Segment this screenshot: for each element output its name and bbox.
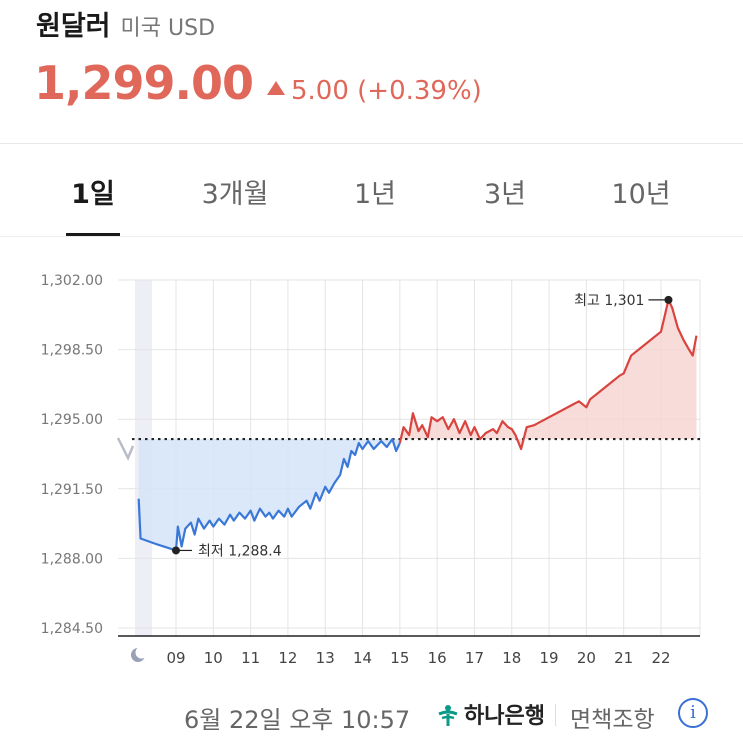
x-tick-label: 10 — [204, 649, 223, 667]
y-tick-label: 1,298.50 — [41, 343, 103, 359]
x-tick-label: 19 — [540, 649, 559, 667]
x-tick-label: 09 — [166, 649, 185, 667]
price-row: 1,299.00 5.00 (+0.39%) — [34, 56, 482, 110]
disclaimer-link[interactable]: 면책조항 — [570, 707, 655, 733]
moon-icon — [131, 646, 148, 662]
bank-name: 하나은행 — [464, 704, 545, 729]
divider — [0, 143, 743, 144]
price-change: 5.00 (+0.39%) — [267, 76, 482, 106]
x-tick-label: 14 — [353, 649, 372, 667]
annotations: 최저 1,288.4 최고 1,301 — [172, 293, 673, 559]
up-series-line — [398, 298, 698, 451]
info-icon[interactable]: i — [678, 698, 708, 728]
y-tick-label: 1,284.50 — [41, 621, 103, 637]
x-tick-label: 21 — [614, 649, 633, 667]
tab-1y[interactable]: 1년 — [353, 179, 397, 210]
x-tick-label: 20 — [577, 649, 596, 667]
up-area — [399, 299, 697, 450]
x-tick-label: 17 — [465, 649, 484, 667]
x-tick-label: 16 — [428, 649, 447, 667]
currency-subtitle: 미국 USD — [120, 16, 216, 41]
header: 원달러 미국 USD — [36, 4, 215, 43]
x-tick-label: 12 — [278, 649, 297, 667]
down-area — [138, 439, 400, 551]
exchange-rate-chart[interactable]: 1,302.00 1,298.50 1,295.00 1,291.50 1,288.00… — [0, 240, 743, 680]
currency-title: 원달러 — [36, 11, 111, 42]
x-axis-labels: 09 10 11 12 13 14 15 16 17 18 19 20 21 22 — [166, 649, 670, 667]
current-price: 1,299.00 — [34, 56, 254, 110]
x-tick-label: 11 — [241, 649, 260, 667]
x-tick-label: 15 — [390, 649, 409, 667]
bank-logo-icon — [438, 705, 458, 726]
tab-3m[interactable]: 3개월 — [201, 179, 269, 210]
series-lines — [137, 298, 698, 552]
price-change-value: 5.00 (+0.39%) — [291, 76, 482, 106]
x-tick-label: 13 — [316, 649, 335, 667]
footer-divider — [555, 704, 556, 726]
up-triangle-icon — [267, 81, 285, 95]
low-point-marker — [172, 546, 180, 555]
y-tick-label: 1,302.00 — [41, 273, 103, 289]
previous-close-stub — [116, 437, 135, 462]
down-series-line — [137, 437, 401, 552]
tab-10y[interactable]: 10년 — [611, 179, 671, 210]
high-point-marker — [664, 295, 673, 304]
divider — [0, 236, 743, 237]
tab-1d[interactable]: 1일 — [71, 179, 115, 210]
low-label: 최저 1,288.4 — [198, 543, 282, 559]
y-tick-label: 1,295.00 — [41, 412, 103, 428]
y-tick-label: 1,291.50 — [41, 482, 103, 498]
update-timestamp: 6월 22일 오후 10:57 — [184, 706, 411, 734]
period-tabs: 1일 3개월 1년 3년 10년 — [0, 150, 743, 236]
tab-3y[interactable]: 3년 — [483, 179, 527, 210]
active-tab-indicator — [66, 233, 120, 236]
y-axis-labels: 1,302.00 1,298.50 1,295.00 1,291.50 1,288.00… — [41, 273, 103, 637]
bank-label: 하나은행 — [436, 698, 545, 730]
footer: 6월 22일 오후 10:57 하나은행 면책조항 i — [0, 690, 743, 740]
y-tick-label: 1,288.00 — [41, 551, 103, 567]
high-label: 최고 1,301 — [574, 293, 644, 309]
x-tick-label: 22 — [651, 649, 670, 667]
area-fills — [138, 299, 697, 551]
x-tick-label: 18 — [502, 649, 521, 667]
